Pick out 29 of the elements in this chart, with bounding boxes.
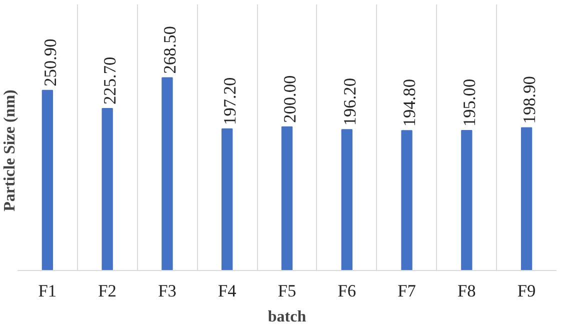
data-label: 268.50: [160, 26, 180, 74]
data-label: 198.90: [520, 76, 539, 124]
x-tick-label: F1: [38, 282, 57, 300]
y-axis-title: Particle Size (nm): [2, 90, 18, 212]
data-label: 250.90: [40, 38, 60, 86]
data-label: 194.80: [400, 79, 420, 127]
x-tick-label: F2: [98, 282, 116, 300]
bar: [520, 127, 532, 270]
x-tick-label: F4: [218, 282, 237, 300]
x-tick-label: F9: [517, 282, 536, 300]
bar: [222, 128, 233, 270]
bar: [461, 130, 472, 270]
x-tick-label: F7: [398, 282, 416, 300]
data-label: 225.70: [100, 56, 120, 104]
bar: [102, 108, 113, 270]
bar: [281, 126, 293, 270]
x-tick-label: F8: [458, 282, 476, 300]
x-tick-label: F5: [278, 282, 296, 300]
data-label: 197.20: [220, 77, 240, 125]
bar: [42, 90, 54, 270]
data-label: 195.00: [460, 78, 480, 127]
data-label: 196.20: [340, 78, 360, 126]
data-label: 200.00: [280, 75, 300, 123]
x-tick-label: F6: [338, 282, 356, 300]
bar: [341, 129, 352, 270]
x-axis-title: batch: [268, 308, 306, 326]
x-tick-label: F3: [158, 282, 176, 300]
bar: [162, 77, 173, 270]
bar: [401, 130, 412, 270]
